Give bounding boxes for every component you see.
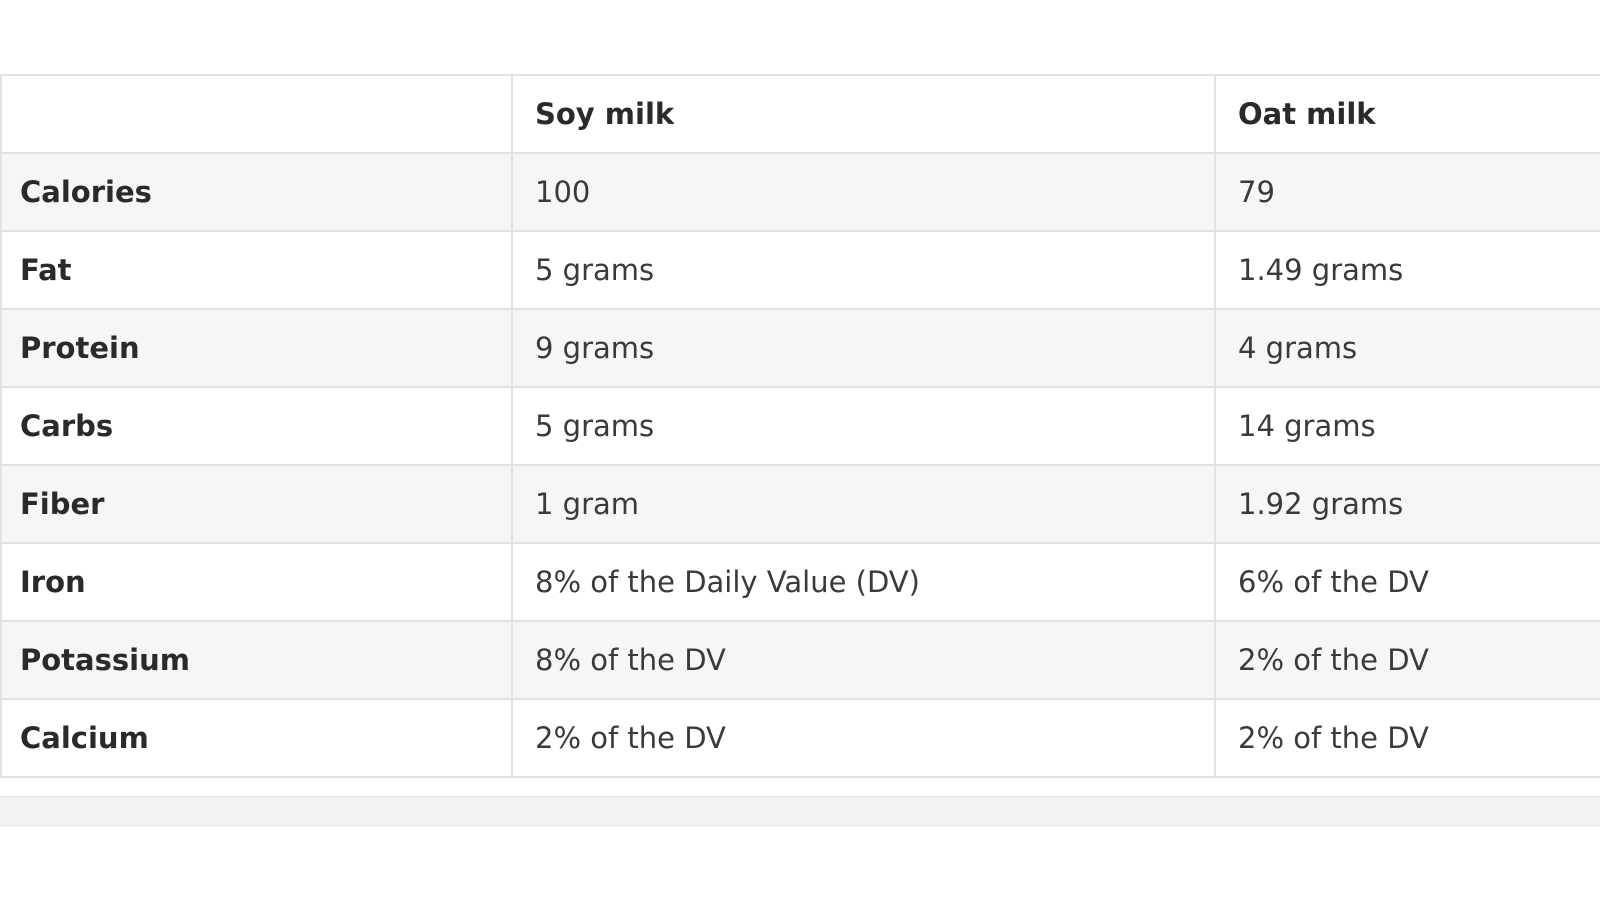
row-label: Fat [0,230,513,310]
cell: 1 gram [511,464,1216,544]
cell: 1.92 grams [1214,464,1600,544]
header-row: Soy milk Oat milk [0,74,1600,154]
cell: 2% of the DV [511,698,1216,778]
header-cell: Soy milk [511,74,1216,154]
row-label: Calories [0,152,513,232]
row-label: Potassium [0,620,513,700]
cell: 5 grams [511,386,1216,466]
row-label: Protein [0,308,513,388]
cell: 100 [511,152,1216,232]
row-label: Calcium [0,698,513,778]
header-cell: Oat milk [1214,74,1600,154]
cell: 2% of the DV [1214,698,1600,778]
table-container: Soy milk Oat milk Calories 100 79 Fat 5 grams… [0,74,1600,778]
nutrition-table: Soy milk Oat milk Calories 100 79 Fat 5 grams… [0,74,1600,778]
cell: 2% of the DV [1214,620,1600,700]
table-row: Calories 100 79 [0,152,1600,232]
horizontal-scrollbar[interactable] [0,796,1600,826]
table-body: Calories 100 79 Fat 5 grams 1.49 grams Protein… [0,152,1600,778]
header-cell-empty [0,74,513,154]
cell: 1.49 grams [1214,230,1600,310]
row-label: Fiber [0,464,513,544]
table-row: Protein 9 grams 4 grams [0,308,1600,388]
cell: 9 grams [511,308,1216,388]
cell: 8% of the Daily Value (DV) [511,542,1216,622]
cell: 4 grams [1214,308,1600,388]
table-row: Fat 5 grams 1.49 grams [0,230,1600,310]
row-label: Carbs [0,386,513,466]
cell: 6% of the DV [1214,542,1600,622]
table-row: Iron 8% of the Daily Value (DV) 6% of the … [0,542,1600,622]
row-label: Iron [0,542,513,622]
table-row: Fiber 1 gram 1.92 grams [0,464,1600,544]
cell: 5 grams [511,230,1216,310]
table-row: Potassium 8% of the DV 2% of the DV [0,620,1600,700]
cell: 79 [1214,152,1600,232]
table-row: Calcium 2% of the DV 2% of the DV [0,698,1600,778]
cell: 14 grams [1214,386,1600,466]
cell: 8% of the DV [511,620,1216,700]
table-row: Carbs 5 grams 14 grams [0,386,1600,466]
